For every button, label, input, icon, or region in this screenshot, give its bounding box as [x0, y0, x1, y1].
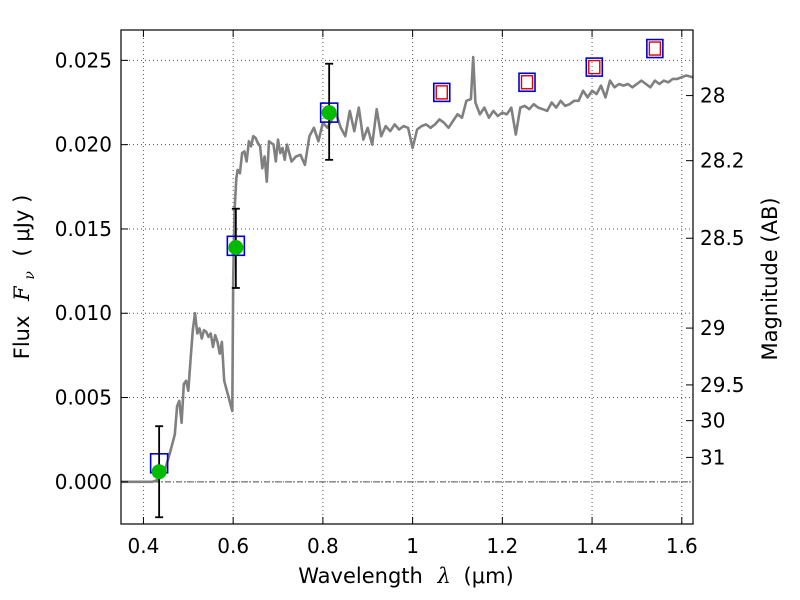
- mag-tick-label: 29: [700, 316, 725, 340]
- axis-ticks: 0.4 0.6 0.8 1 1.2 1.4 1.6 0.000 0.005 0.010 0.015 0…: [55, 30, 745, 558]
- model-photometry-box: [585, 57, 604, 77]
- x-tick-label: 0.6: [217, 534, 249, 558]
- y-axis-title-subscript: ν: [22, 271, 38, 280]
- observed-point: [151, 464, 167, 480]
- mag-tick-label: 28.2: [700, 149, 745, 173]
- mag-tick-label: 28.5: [700, 226, 745, 250]
- y-tick-label: 0.025: [55, 48, 112, 72]
- x-tick-label: 1.6: [666, 534, 698, 558]
- mag-tick-label: 28: [700, 84, 725, 108]
- y-tick-label: 0.000: [55, 470, 112, 494]
- x-tick-label: 0.8: [307, 534, 339, 558]
- x-tick-label: 1.4: [576, 534, 608, 558]
- mag-tick-label: 29.5: [700, 373, 745, 397]
- mag-tick-label: 30: [700, 409, 725, 433]
- observed-point: [321, 105, 337, 121]
- observed-point: [228, 239, 244, 255]
- x-tick-label: 0.4: [128, 534, 160, 558]
- y-tick-label: 0.020: [55, 133, 112, 157]
- photometry-points: [149, 38, 664, 519]
- model-photometry-box: [646, 38, 664, 59]
- y-axis-title: Flux F ν ( μJy ): [10, 195, 39, 360]
- x-tick-label: 1: [406, 534, 419, 558]
- y-tick-label: 0.010: [55, 301, 112, 325]
- upper-limit-inner-box: [648, 41, 662, 56]
- model-photometry-box: [518, 72, 536, 93]
- x-axis-title-unit: (μm): [464, 564, 514, 588]
- x-tick-label: 1.2: [486, 534, 518, 558]
- upper-limit-inner-box: [435, 85, 448, 100]
- model-sed-series: [121, 55, 694, 484]
- mag-tick-label: 31: [700, 445, 725, 469]
- model-photometry-box: [432, 82, 451, 103]
- plot-frame: [120, 29, 694, 525]
- x-axis-title-symbol: λ: [437, 564, 451, 588]
- x-axis-title-prefix: Wavelength: [298, 564, 423, 588]
- y-tick-label: 0.015: [55, 217, 112, 241]
- upper-limit-inner-box: [520, 75, 534, 90]
- y-axis-title-unit: ( μJy ): [10, 195, 34, 257]
- y2-axis-title: Magnitude (AB): [758, 197, 782, 360]
- y-tick-label: 0.005: [55, 386, 112, 410]
- upper-limit-inner-box: [588, 59, 601, 75]
- y-axis-title-symbol: F: [10, 285, 34, 302]
- x-axis-title: Wavelength λ (μm): [298, 564, 513, 588]
- y-axis-title-prefix: Flux: [10, 316, 34, 360]
- model-sed-line: [121, 55, 694, 484]
